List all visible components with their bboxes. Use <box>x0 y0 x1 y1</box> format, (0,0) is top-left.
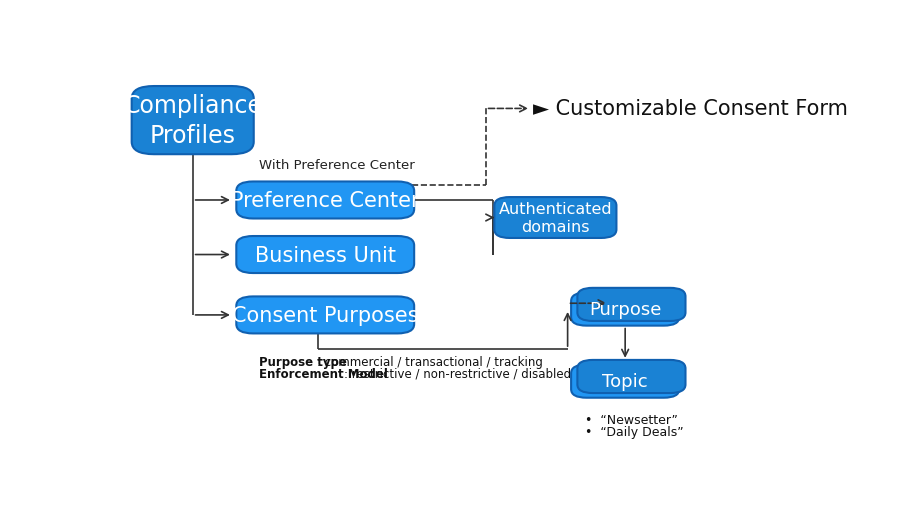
Text: Purpose type: Purpose type <box>259 355 346 368</box>
Text: Authenticated
domains: Authenticated domains <box>499 201 612 235</box>
Text: Business Unit: Business Unit <box>255 245 396 265</box>
Text: With Preference Center: With Preference Center <box>259 159 415 171</box>
FancyBboxPatch shape <box>131 87 254 155</box>
Text: •  “Daily Deals”: • “Daily Deals” <box>585 425 684 438</box>
Text: Enforcement Model: Enforcement Model <box>259 367 388 380</box>
Text: Preference Center: Preference Center <box>231 190 419 211</box>
Text: Consent Purposes: Consent Purposes <box>232 306 418 325</box>
FancyBboxPatch shape <box>578 288 686 321</box>
Text: ► Customizable Consent Form: ► Customizable Consent Form <box>533 99 848 119</box>
FancyBboxPatch shape <box>572 365 680 398</box>
FancyBboxPatch shape <box>578 360 686 393</box>
Text: : restrictive / non-restrictive / disabled: : restrictive / non-restrictive / disabl… <box>344 367 572 380</box>
Text: Topic: Topic <box>602 372 648 390</box>
Text: •  “Newsetter”: • “Newsetter” <box>585 414 678 426</box>
FancyBboxPatch shape <box>237 182 414 219</box>
Text: Compliance
Profiles: Compliance Profiles <box>123 94 262 147</box>
FancyBboxPatch shape <box>494 197 616 238</box>
FancyBboxPatch shape <box>237 236 414 274</box>
FancyBboxPatch shape <box>237 297 414 334</box>
FancyBboxPatch shape <box>572 293 680 326</box>
Text: : commercial / transactional / tracking: : commercial / transactional / tracking <box>317 355 543 368</box>
Text: Purpose: Purpose <box>589 300 662 319</box>
